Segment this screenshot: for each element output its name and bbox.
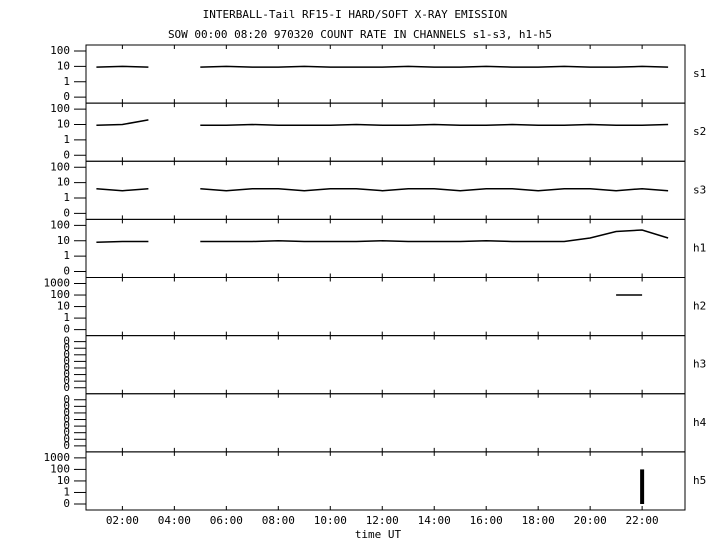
y-tick-label: 0: [63, 335, 70, 348]
data-line: [200, 123, 669, 126]
y-tick-label: 10: [57, 474, 70, 487]
panel-label: h5: [693, 474, 706, 487]
x-tick-label: 14:00: [418, 514, 451, 527]
y-tick-label: 0: [63, 419, 70, 432]
y-tick-label: 0: [63, 406, 70, 419]
data-line: [200, 65, 669, 68]
y-tick-label: 100: [50, 462, 70, 475]
x-tick-label: 02:00: [106, 514, 139, 527]
y-tick-label: 0: [63, 432, 70, 445]
y-tick-label: 100: [50, 218, 70, 231]
x-tick-label: 12:00: [366, 514, 399, 527]
y-tick-label: 0: [63, 348, 70, 361]
panel-label: h2: [693, 300, 706, 313]
data-spike: [640, 469, 645, 504]
panel-label: s1: [693, 67, 706, 80]
panel-label: h3: [693, 358, 706, 371]
y-tick-label: 10: [57, 118, 70, 131]
y-tick-label: 0: [63, 393, 70, 406]
x-axis-label: time UT: [355, 528, 402, 541]
data-line: [200, 187, 669, 192]
panel-label: h4: [693, 416, 707, 429]
panel-label: s2: [693, 125, 706, 138]
x-tick-label: 08:00: [262, 514, 295, 527]
y-tick-label: 100: [50, 102, 70, 115]
y-tick-label: 1: [63, 75, 70, 88]
y-tick-label: 0: [63, 341, 70, 354]
y-tick-label: 10: [57, 300, 70, 313]
y-tick-label: 0: [63, 381, 70, 394]
panel-label: h1: [693, 241, 706, 254]
y-tick-label: 0: [63, 426, 70, 439]
y-tick-label: 100: [50, 44, 70, 57]
x-tick-label: 10:00: [314, 514, 347, 527]
x-tick-label: 18:00: [522, 514, 555, 527]
x-tick-label: 16:00: [470, 514, 503, 527]
y-tick-label: 100: [50, 288, 70, 301]
y-tick-label: 100: [50, 160, 70, 173]
y-tick-label: 0: [63, 354, 70, 367]
y-tick-label: 1: [63, 249, 70, 262]
y-tick-label: 0: [63, 497, 70, 510]
data-line: [96, 240, 149, 243]
y-tick-label: 0: [63, 265, 70, 278]
chart-subtitle: SOW 00:00 08:20 970320 COUNT RATE IN CHA…: [168, 28, 552, 41]
y-tick-label: 0: [63, 323, 70, 336]
y-tick-label: 0: [63, 148, 70, 161]
data-line: [96, 65, 149, 68]
y-tick-label: 0: [63, 399, 70, 412]
y-tick-label: 0: [63, 90, 70, 103]
x-tick-label: 06:00: [210, 514, 243, 527]
y-tick-label: 1000: [44, 277, 71, 290]
chart-title: INTERBALL-Tail RF15-I HARD/SOFT X-RAY EM…: [203, 8, 508, 21]
x-tick-label: 20:00: [574, 514, 607, 527]
y-tick-label: 1: [63, 191, 70, 204]
panel-label: s3: [693, 183, 706, 196]
y-tick-label: 1000: [44, 451, 71, 464]
y-tick-label: 0: [63, 413, 70, 426]
y-tick-label: 1: [63, 133, 70, 146]
data-line: [96, 187, 149, 192]
x-tick-label: 22:00: [626, 514, 659, 527]
y-tick-label: 0: [63, 206, 70, 219]
y-tick-label: 0: [63, 374, 70, 387]
x-tick-label: 04:00: [158, 514, 191, 527]
y-tick-label: 0: [63, 361, 70, 374]
y-tick-label: 10: [57, 59, 70, 72]
y-tick-label: 0: [63, 368, 70, 381]
y-tick-label: 10: [57, 176, 70, 189]
y-tick-label: 10: [57, 234, 70, 247]
data-line: [96, 119, 149, 126]
y-tick-label: 1: [63, 485, 70, 498]
y-tick-label: 0: [63, 439, 70, 452]
y-tick-label: 1: [63, 311, 70, 324]
data-line: [200, 229, 669, 243]
